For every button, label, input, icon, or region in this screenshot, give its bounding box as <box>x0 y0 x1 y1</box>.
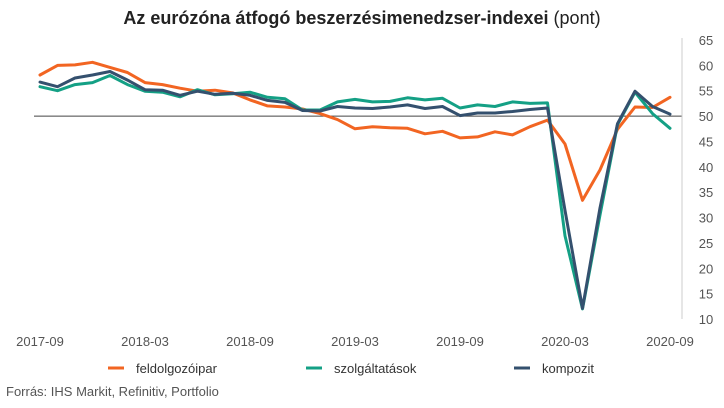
x-tick-label: 2020-09 <box>646 334 694 349</box>
x-tick-label: 2018-09 <box>226 334 274 349</box>
x-tick-label: 2019-09 <box>436 334 484 349</box>
y-tick-label: 25 <box>699 236 713 251</box>
legend-label: kompozit <box>542 361 594 376</box>
source-note: Forrás: IHS Markit, Refinitiv, Portfolio <box>6 384 219 399</box>
y-tick-label: 10 <box>699 312 713 327</box>
x-tick-label: 2020-03 <box>541 334 589 349</box>
y-tick-label: 20 <box>699 261 713 276</box>
series-line-3 <box>38 70 672 310</box>
y-tick-label: 45 <box>699 134 713 149</box>
series-line-1 <box>38 60 672 202</box>
y-tick-label: 60 <box>699 58 713 73</box>
chart-title-unit: (pont) <box>553 8 601 28</box>
chart-title: Az eurózóna átfogó beszerzésimenedzser-i… <box>0 8 724 29</box>
x-tick-label: 2017-09 <box>16 334 64 349</box>
legend-label: szolgáltatások <box>334 361 417 376</box>
y-tick-label: 55 <box>699 84 713 99</box>
chart-title-main: Az eurózóna átfogó beszerzésimenedzser-i… <box>123 8 549 28</box>
y-tick-label: 35 <box>699 185 713 200</box>
y-tick-label: 65 <box>699 33 713 48</box>
x-tick-label: 2018-03 <box>121 334 169 349</box>
y-tick-label: 30 <box>699 211 713 226</box>
legend-label: feldolgozóipar <box>136 361 218 376</box>
y-tick-label: 15 <box>699 287 713 302</box>
y-tick-label: 40 <box>699 160 713 175</box>
y-tick-label: 50 <box>699 109 713 124</box>
x-tick-label: 2019-03 <box>331 334 379 349</box>
